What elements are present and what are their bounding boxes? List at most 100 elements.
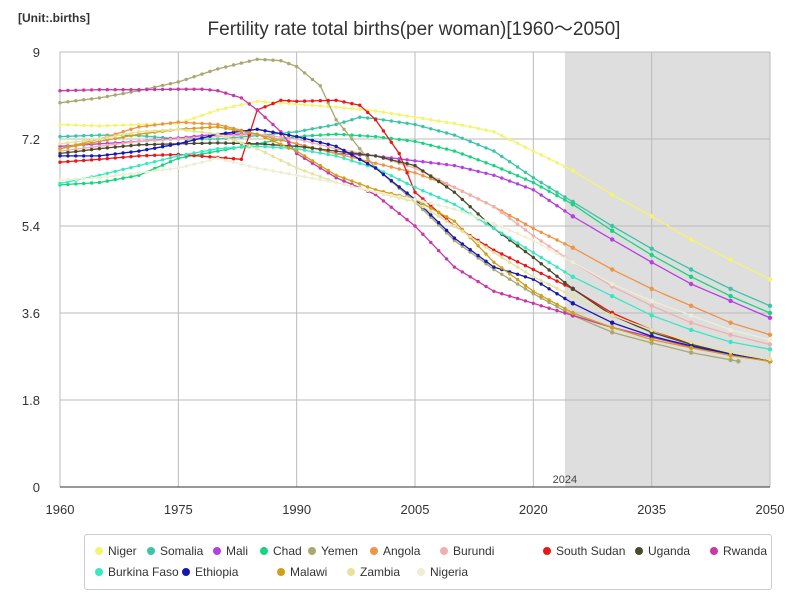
data-point (255, 147, 259, 151)
data-point (74, 140, 78, 144)
data-point (342, 127, 346, 131)
data-point (649, 303, 654, 308)
data-point (452, 190, 457, 194)
data-point (255, 57, 259, 61)
data-point (89, 124, 94, 128)
data-point (279, 101, 283, 105)
legend-item-zambia[interactable]: Zambia (347, 565, 400, 579)
data-point (176, 87, 180, 91)
data-point (66, 88, 70, 93)
legend-item-angola[interactable]: Angola (370, 544, 420, 558)
data-point (728, 332, 733, 337)
data-point (570, 214, 575, 219)
data-point (515, 282, 520, 286)
data-point (460, 123, 464, 127)
data-point (508, 272, 512, 276)
legend-item-uganda[interactable]: Uganda (635, 544, 690, 558)
data-point (500, 231, 504, 235)
data-point (97, 124, 102, 128)
data-point (523, 235, 528, 239)
data-point (767, 356, 773, 362)
y-tick-label: 5.4 (22, 219, 40, 234)
legend-marker (635, 547, 643, 555)
data-point (129, 123, 133, 127)
data-point (366, 188, 370, 192)
legend-item-yemen[interactable]: Yemen (308, 544, 358, 558)
data-point (429, 174, 433, 178)
data-point (318, 99, 322, 103)
data-point (145, 134, 149, 138)
data-point (444, 147, 449, 151)
data-point (334, 144, 338, 148)
data-point (89, 133, 94, 138)
legend-item-south-sudan[interactable]: South Sudan (543, 544, 625, 558)
data-point (405, 196, 409, 200)
legend-item-niger[interactable]: Niger (95, 544, 137, 558)
data-point (484, 262, 488, 266)
data-point (413, 115, 417, 119)
legend-item-nigeria[interactable]: Nigeria (417, 565, 468, 579)
data-point (334, 173, 338, 177)
legend: Niger Somalia Mali Chad Yemen Angola Burundi So… (84, 534, 772, 590)
data-point (563, 290, 567, 294)
data-point (397, 137, 401, 142)
data-point (97, 144, 102, 148)
legend-item-somalia[interactable]: Somalia (147, 544, 203, 558)
data-point (397, 185, 401, 189)
data-point (508, 236, 512, 240)
data-point (66, 123, 70, 127)
data-point (413, 190, 417, 194)
data-point (160, 153, 165, 157)
y-tick-label: 0 (33, 480, 40, 495)
data-point (767, 342, 773, 347)
data-point (89, 154, 94, 158)
data-point (231, 93, 236, 98)
data-point (539, 255, 543, 260)
data-point (523, 249, 528, 254)
data-point (105, 146, 110, 150)
data-point (405, 158, 409, 162)
legend-item-burundi[interactable]: Burundi (440, 544, 494, 558)
data-point (358, 161, 362, 165)
data-point (263, 167, 267, 172)
data-point (302, 139, 307, 143)
data-point (523, 177, 528, 181)
legend-item-chad[interactable]: Chad (260, 544, 302, 558)
data-point (58, 122, 62, 127)
data-point (767, 303, 773, 308)
data-point (555, 265, 559, 269)
data-point (255, 99, 259, 104)
data-point (113, 136, 117, 141)
data-point (279, 170, 283, 175)
data-point (484, 201, 488, 205)
data-point (302, 103, 307, 107)
data-point (176, 137, 180, 141)
legend-item-mali[interactable]: Mali (213, 544, 248, 558)
data-point (570, 202, 575, 207)
data-point (287, 162, 291, 166)
data-point (484, 252, 488, 256)
data-point (184, 87, 188, 91)
data-point (539, 278, 543, 283)
legend-item-burkina-faso[interactable]: Burkina Faso (95, 565, 179, 579)
data-point (263, 105, 267, 109)
legend-marker (370, 547, 378, 555)
data-point (539, 271, 543, 276)
data-point (508, 294, 512, 298)
data-point (287, 136, 291, 140)
legend-item-ethiopia[interactable]: Ethiopia (182, 565, 238, 579)
data-point (515, 272, 520, 276)
data-point (350, 106, 354, 111)
data-point (460, 152, 464, 156)
data-point (555, 238, 559, 242)
data-point (208, 131, 212, 135)
data-point (192, 129, 196, 133)
data-point (74, 147, 78, 151)
legend-item-rwanda[interactable]: Rwanda (710, 544, 767, 558)
data-point (145, 139, 149, 143)
data-point (295, 151, 299, 156)
data-point (271, 101, 275, 106)
data-point (342, 182, 346, 187)
data-point (421, 160, 425, 164)
legend-item-malawi[interactable]: Malawi (277, 565, 327, 579)
